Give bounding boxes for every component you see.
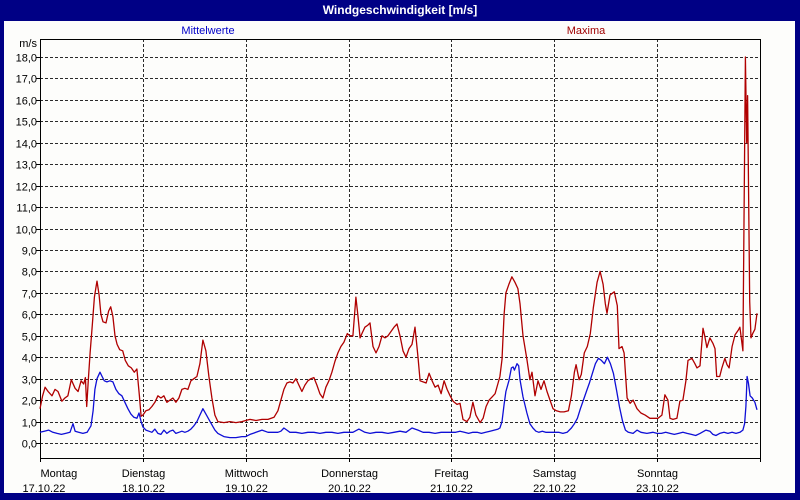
y-tick-label: 5,0 bbox=[22, 332, 37, 344]
x-day-label: Freitag bbox=[434, 468, 468, 480]
x-date-label: 21.10.22 bbox=[430, 483, 473, 495]
x-day-label: Montag bbox=[41, 468, 78, 480]
window-titlebar[interactable]: Windgeschwindigkeit [m/s] bbox=[0, 0, 800, 21]
x-day-label: Mittwoch bbox=[225, 468, 268, 480]
x-date-label: 18.10.22 bbox=[122, 483, 165, 495]
y-tick-label: 12,0 bbox=[16, 182, 37, 194]
y-tick-label: 14,0 bbox=[16, 139, 37, 151]
grid-lines bbox=[40, 39, 760, 458]
x-day-label: Samstag bbox=[533, 468, 576, 480]
axis-labels: 0,0 1,0 2,0 3,0 4,0 5,0 6,0 7,0 8,0 9,0 10,0 11,0 12… bbox=[16, 38, 679, 495]
y-tick-label: 16,0 bbox=[16, 96, 37, 108]
y-tick-label: 10,0 bbox=[16, 225, 37, 237]
y-tick-label: 9,0 bbox=[22, 246, 37, 258]
chart-area: 0,0 1,0 2,0 3,0 4,0 5,0 6,0 7,0 8,0 9,0 10,0 11,0 12… bbox=[4, 21, 795, 495]
y-tick-label: 2,0 bbox=[22, 396, 37, 408]
y-tick-label: 18,0 bbox=[16, 53, 37, 65]
y-tick-label: 17,0 bbox=[16, 74, 37, 86]
y-tick-label: 3,0 bbox=[22, 375, 37, 387]
series-mittelwerte bbox=[39, 356, 758, 439]
x-date-label: 20.10.22 bbox=[328, 483, 371, 495]
y-tick-label: 8,0 bbox=[22, 267, 37, 279]
window-title: Windgeschwindigkeit [m/s] bbox=[322, 3, 478, 17]
x-date-label: 19.10.22 bbox=[225, 483, 268, 495]
legend-maxima-label: Maxima bbox=[566, 25, 606, 37]
series-maxima bbox=[39, 56, 758, 424]
y-tick-label: 11,0 bbox=[16, 203, 37, 215]
y-tick-label: 0,0 bbox=[22, 439, 37, 451]
legend-mittelwerte-label: Mittelwerte bbox=[181, 25, 235, 37]
x-date-label: 17.10.22 bbox=[23, 483, 66, 495]
x-day-label: Sonntag bbox=[637, 468, 678, 480]
x-day-label: Dienstag bbox=[122, 468, 165, 480]
y-tick-label: 7,0 bbox=[22, 289, 37, 301]
axis-lines bbox=[36, 39, 761, 462]
y-tick-label: 6,0 bbox=[22, 310, 37, 322]
x-date-label: 22.10.22 bbox=[533, 483, 576, 495]
y-tick-label: 4,0 bbox=[22, 353, 37, 365]
y-tick-label: 15,0 bbox=[16, 117, 37, 129]
x-day-label: Donnerstag bbox=[321, 468, 378, 480]
y-tick-label: 1,0 bbox=[22, 418, 37, 430]
y-axis-unit-label: m/s bbox=[19, 38, 37, 50]
y-tick-label: 13,0 bbox=[16, 160, 37, 172]
x-date-label: 23.10.22 bbox=[636, 483, 679, 495]
plot-frame bbox=[40, 39, 761, 459]
